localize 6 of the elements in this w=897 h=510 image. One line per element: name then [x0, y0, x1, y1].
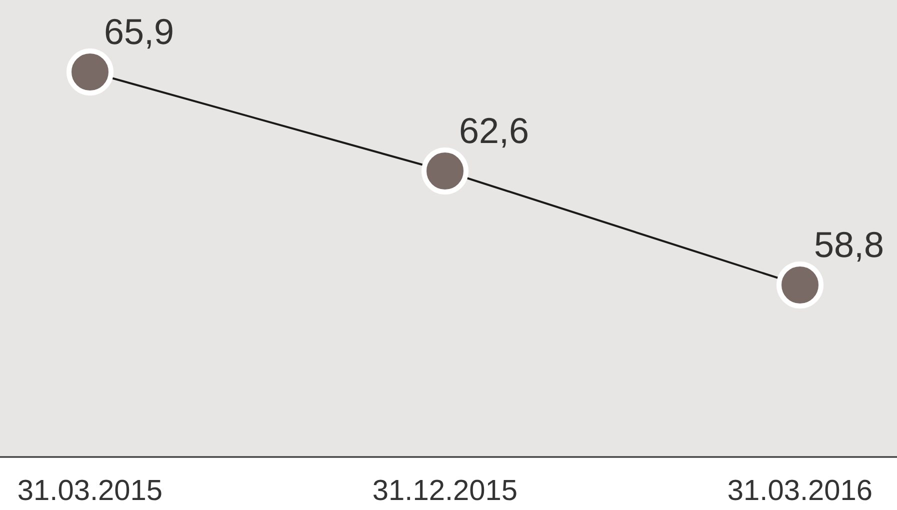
- data-label: 58,8: [814, 224, 884, 265]
- x-tick-label: 31.03.2016: [727, 475, 873, 507]
- x-tick-label: 31.03.2015: [17, 475, 163, 507]
- x-tick-label: 31.12.2015: [372, 475, 518, 507]
- data-label: 62,6: [459, 110, 530, 151]
- data-label: 65,9: [104, 11, 174, 52]
